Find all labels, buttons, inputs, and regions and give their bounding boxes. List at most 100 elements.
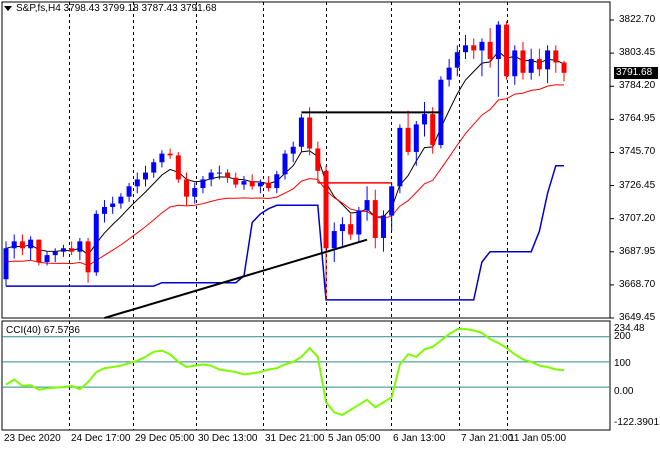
candle-body <box>339 224 345 232</box>
candle-body <box>446 67 452 80</box>
vertical-grid <box>69 2 508 430</box>
candle-body <box>233 177 239 185</box>
candle-body <box>266 182 272 189</box>
main-panel-frame <box>1 1 611 319</box>
price-tick-label: 3687.95 <box>619 245 656 257</box>
candle-body <box>167 153 173 156</box>
cci-level-200: 200 <box>614 331 631 342</box>
time-tick-label: 29 Dec 05:00 <box>135 433 195 444</box>
candle-body <box>520 50 526 73</box>
candle-body <box>315 148 321 171</box>
lower-band-line <box>6 164 564 301</box>
cci-level-0: 0.00 <box>614 386 634 397</box>
time-tick-label: 24 Dec 17:00 <box>71 433 131 444</box>
cci-min-label: -122.3901 <box>614 417 660 428</box>
candle-body <box>331 231 337 249</box>
candle-body <box>241 181 247 185</box>
price-tick-label: 3822.70 <box>619 14 656 25</box>
cci-level-100: 100 <box>614 358 631 369</box>
candle-body <box>85 241 91 273</box>
candle-body <box>44 255 50 263</box>
candle-body <box>290 146 296 154</box>
candle-body <box>126 186 132 197</box>
candle-body <box>454 52 460 68</box>
price-tick-label: 3784.20 <box>619 80 656 92</box>
candle-body <box>389 186 395 216</box>
price-tick-label: 3668.70 <box>619 278 656 290</box>
candle-body <box>52 251 58 256</box>
candle-body <box>479 41 485 51</box>
candle-body <box>323 170 329 249</box>
candle-body <box>93 213 99 273</box>
ohlc-label: 3798.43 3799.18 3787.43 3791.68 <box>63 3 217 14</box>
candle-body <box>225 172 231 178</box>
cci-levels <box>2 336 610 388</box>
candles <box>3 21 567 300</box>
drawn-lines[interactable] <box>104 111 441 319</box>
time-tick-label: 30 Dec 13:00 <box>198 433 258 444</box>
candle-body <box>28 239 34 249</box>
price-tick-label: 3803.45 <box>619 47 656 59</box>
candle-body <box>495 24 501 60</box>
candle-body <box>364 200 370 211</box>
candle-body <box>60 248 66 252</box>
price-tick-label: 3745.70 <box>619 146 656 158</box>
candle-body <box>274 174 280 189</box>
slow-ma-line <box>5 84 565 267</box>
candle-body <box>151 162 157 173</box>
candle-body <box>134 179 140 187</box>
candle-body <box>208 172 214 180</box>
chart-header: S&P,fs,H4 3798.43 3799.18 3787.43 3791.6… <box>16 3 217 14</box>
candle-body <box>216 172 222 174</box>
candle-body <box>504 24 510 77</box>
candle-body <box>184 179 190 197</box>
cci-line <box>5 328 565 416</box>
candle-body <box>159 153 165 163</box>
candle-body <box>143 172 148 180</box>
candle-body <box>192 188 198 197</box>
symbol-label: S&P,fs,H4 <box>16 3 61 14</box>
cci-panel-frame <box>1 320 611 431</box>
candle-body <box>175 155 181 180</box>
band-line <box>6 164 564 301</box>
candle-body <box>463 45 469 53</box>
candle-body <box>512 50 518 77</box>
candle-body <box>118 196 124 204</box>
cci-max-label: 234.48 <box>614 323 645 334</box>
candle-body <box>430 114 436 146</box>
candle-body <box>553 50 559 63</box>
candle-body <box>36 239 42 263</box>
price-tick-label: 3764.95 <box>619 113 656 125</box>
current-price-badge: 3791.68 <box>614 67 658 79</box>
candle-body <box>19 241 25 249</box>
price-tick-label: 3649.45 <box>619 312 656 323</box>
chevron-down-icon[interactable] <box>4 6 12 11</box>
candle-body <box>257 182 263 187</box>
candle-body <box>528 59 534 73</box>
time-tick-label: 31 Dec 21:00 <box>265 433 325 444</box>
candle-body <box>405 127 411 152</box>
time-tick-label: 11 Jan 05:00 <box>509 433 567 444</box>
candle-body <box>101 206 107 214</box>
candle-body <box>110 203 116 207</box>
cci-title: CCI(40) 67.5736 <box>6 325 80 336</box>
candle-body <box>69 248 75 252</box>
axis-ticks <box>610 19 614 319</box>
trend-line <box>104 238 368 319</box>
candle-body <box>422 114 427 125</box>
candle-body <box>545 50 551 70</box>
cci-series-line <box>5 328 565 416</box>
candle-body <box>356 210 362 235</box>
candle-body <box>397 127 403 187</box>
candle-body <box>471 45 477 51</box>
candle-body <box>307 117 313 149</box>
price-tick-label: 3726.45 <box>619 179 656 191</box>
candle-body <box>380 215 386 238</box>
candle-body <box>298 117 304 147</box>
candle-body <box>536 59 542 70</box>
candle-body <box>487 41 493 60</box>
candle-body <box>348 224 354 235</box>
candle-body <box>11 241 17 249</box>
time-tick-label: 5 Jan 05:00 <box>328 433 381 444</box>
